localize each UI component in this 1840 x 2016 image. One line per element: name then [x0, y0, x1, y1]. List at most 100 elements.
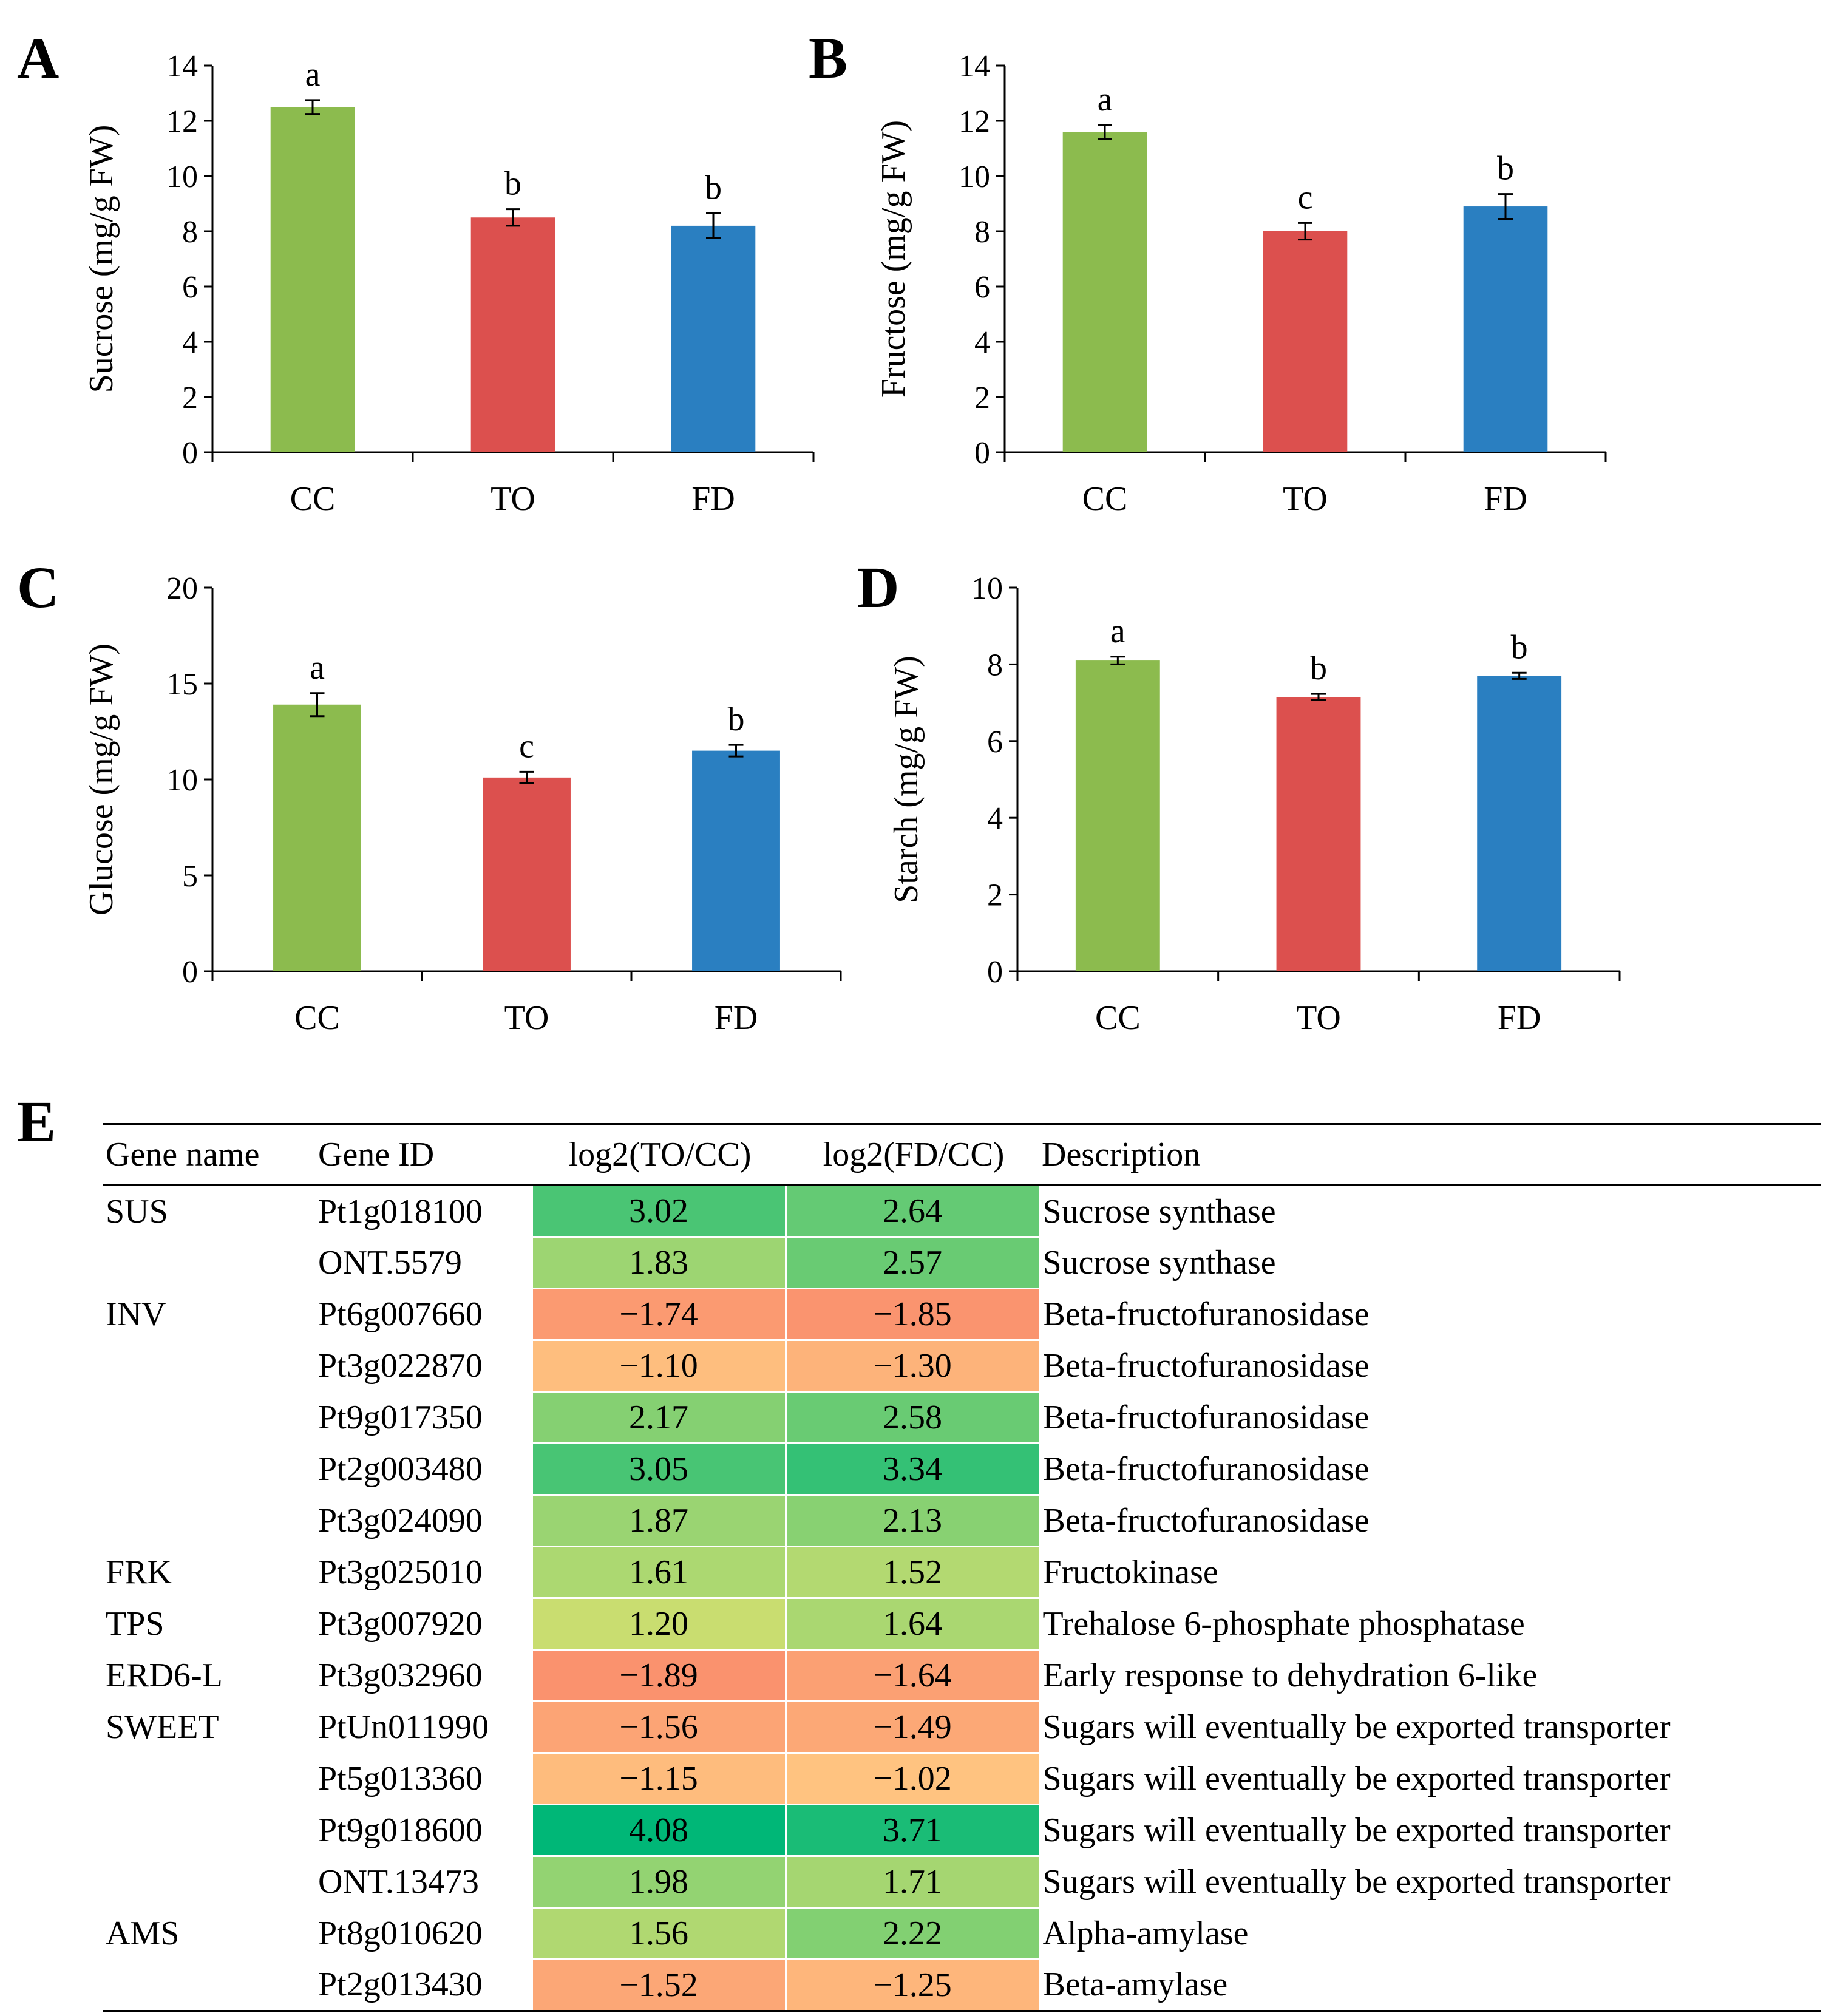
y-tick-label: 2: [182, 381, 198, 415]
gene-name-cell: [103, 1340, 316, 1392]
y-tick-label: 10: [971, 571, 1003, 606]
x-category-label: TO: [491, 480, 535, 518]
panel-letter-e: E: [17, 1089, 56, 1154]
table-row: ERD6-L Pt3g032960 −1.89 −1.64 Early response…: [103, 1649, 1821, 1702]
gene-id-cell: Pt2g013430: [316, 1959, 532, 2012]
log2-to-cc-cell: 4.08: [531, 1804, 787, 1857]
log2-to-cc-cell: −1.15: [531, 1752, 787, 1805]
y-tick-label: 4: [974, 325, 990, 360]
log2-fd-cc-cell: 1.71: [784, 1855, 1041, 1909]
y-tick-label: 6: [987, 725, 1003, 759]
bar-fd: [1463, 206, 1548, 452]
y-tick-label: 10: [959, 160, 990, 194]
y-tick-label: 2: [974, 381, 990, 415]
description-cell: Sugars will eventually be exported trans…: [1042, 1760, 1671, 1797]
description-cell: Beta-fructofuranosidase: [1042, 1295, 1370, 1333]
significance-letter: a: [1110, 613, 1125, 650]
table-row: FRK Pt3g025010 1.61 1.52 Fructokinase: [103, 1546, 1821, 1599]
column-header-description: Description: [1039, 1123, 1821, 1186]
log2-fd-cc-cell: 1.64: [784, 1597, 1041, 1651]
description-cell: Sugars will eventually be exported trans…: [1042, 1863, 1671, 1901]
significance-letter: b: [705, 169, 722, 206]
table-header-row: Gene name Gene ID log2(TO/CC) log2(FD/CC…: [103, 1123, 1821, 1186]
description-cell: Beta-fructofuranosidase: [1042, 1450, 1370, 1488]
significance-letter: b: [504, 165, 521, 203]
table-row: AMS Pt8g010620 1.56 2.22 Alpha-amylase: [103, 1907, 1821, 1960]
gene-name-cell: INV: [106, 1295, 166, 1333]
gene-expression-table: Gene name Gene ID log2(TO/CC) log2(FD/CC…: [103, 1123, 1821, 2012]
y-tick-label: 4: [987, 801, 1003, 836]
gene-id-cell: Pt8g010620: [318, 1915, 483, 1952]
y-tick-label: 5: [182, 859, 198, 894]
y-tick-label: 4: [182, 325, 198, 360]
table-row: Pt9g017350 2.17 2.58 Beta-fructofuranosidas…: [103, 1391, 1821, 1444]
log2-fd-cc-cell: −1.49: [784, 1700, 1041, 1754]
y-tick-label: 12: [166, 104, 198, 139]
gene-name-cell: TPS: [106, 1605, 165, 1643]
gene-name-cell: [103, 1805, 316, 1856]
y-axis-title: Sucrose (mg/g FW): [83, 125, 120, 393]
gene-name-cell: SWEET: [106, 1708, 219, 1746]
gene-id-cell: Pt6g007660: [318, 1295, 483, 1333]
log2-to-cc-cell: 3.05: [531, 1442, 787, 1496]
table-row: Pt9g018600 4.08 3.71 Sugars will eventually…: [103, 1804, 1821, 1857]
gene-name-cell: [103, 1237, 316, 1289]
y-tick-label: 12: [959, 104, 990, 139]
gene-id-cell: PtUn011990: [318, 1708, 489, 1746]
y-axis-title: Glucose (mg/g FW): [83, 643, 120, 915]
bar-to: [1276, 697, 1361, 971]
x-category-label: TO: [1296, 999, 1341, 1037]
gene-name-cell: [103, 1856, 316, 1908]
y-tick-label: 8: [974, 215, 990, 249]
log2-fd-cc-cell: 2.22: [784, 1907, 1041, 1960]
gene-table: Gene name Gene ID log2(TO/CC) log2(FD/CC…: [103, 1123, 1821, 2012]
description-cell: Sucrose synthase: [1042, 1244, 1276, 1281]
significance-letter: b: [1497, 150, 1514, 188]
starch-bar-chart: 0 2 4 6 8 10 Starch (mg/g FW) a CC b TO b FD: [888, 571, 1621, 1037]
panel-letter-d: D: [857, 555, 900, 620]
log2-fd-cc-cell: −1.02: [784, 1752, 1041, 1805]
gene-id-cell: Pt9g018600: [318, 1811, 483, 1849]
gene-id-cell: Pt9g017350: [318, 1399, 483, 1436]
log2-fd-cc-cell: 2.13: [784, 1494, 1041, 1547]
column-header-log2-fd-cc: log2(FD/CC): [786, 1123, 1039, 1186]
log2-fd-cc-cell: 2.58: [784, 1391, 1041, 1444]
table-row: TPS Pt3g007920 1.20 1.64 Trehalose 6-phospha…: [103, 1597, 1821, 1651]
log2-fd-cc-cell: 3.34: [784, 1442, 1041, 1496]
gene-id-cell: Pt2g003480: [318, 1450, 483, 1488]
glucose-bar-chart: 0 5 10 15 20 Glucose (mg/g FW) a CC c TO b FD: [83, 571, 842, 1037]
bar-fd: [692, 750, 780, 971]
x-category-label: CC: [1082, 480, 1128, 518]
description-cell: Alpha-amylase: [1042, 1915, 1249, 1952]
description-cell: Fructokinase: [1042, 1553, 1218, 1591]
log2-to-cc-cell: −1.56: [531, 1700, 787, 1754]
description-cell: Beta-fructofuranosidase: [1042, 1347, 1370, 1385]
gene-name-cell: FRK: [106, 1553, 172, 1591]
column-header-gene-id: Gene ID: [316, 1123, 532, 1186]
gene-name-cell: [103, 1444, 316, 1495]
bar-to: [470, 217, 555, 452]
y-tick-label: 14: [959, 49, 990, 84]
table-row: Pt2g013430 −1.52 −1.25 Beta-amylase: [103, 1958, 1821, 2012]
column-header-gene-name: Gene name: [103, 1123, 316, 1186]
x-category-label: CC: [1095, 999, 1141, 1037]
description-cell: Sugars will eventually be exported trans…: [1042, 1811, 1671, 1849]
description-cell: Beta-fructofuranosidase: [1042, 1502, 1370, 1539]
log2-to-cc-cell: 3.02: [531, 1184, 787, 1238]
table-row: ONT.5579 1.83 2.57 Sucrose synthase: [103, 1236, 1821, 1289]
x-category-label: FD: [691, 480, 735, 518]
y-tick-label: 2: [987, 878, 1003, 913]
log2-fd-cc-cell: 1.52: [784, 1546, 1041, 1599]
y-tick-label: 20: [166, 571, 198, 606]
table-row: INV Pt6g007660 −1.74 −1.85 Beta-fructofurano…: [103, 1288, 1821, 1341]
significance-letter: a: [1098, 81, 1113, 118]
significance-letter: a: [305, 56, 321, 93]
x-category-label: FD: [1498, 999, 1541, 1037]
y-tick-label: 6: [974, 270, 990, 305]
log2-fd-cc-cell: −1.30: [784, 1339, 1041, 1393]
sucrose-bar-chart: 0 2 4 6 8 10 12 14 Sucrose (mg/g FW) a CC b TO b FD: [83, 49, 815, 518]
gene-name-cell: SUS: [106, 1192, 168, 1230]
description-cell: Sugars will eventually be exported trans…: [1042, 1708, 1671, 1746]
gene-name-cell: ERD6-L: [106, 1657, 223, 1694]
y-tick-label: 8: [987, 648, 1003, 682]
